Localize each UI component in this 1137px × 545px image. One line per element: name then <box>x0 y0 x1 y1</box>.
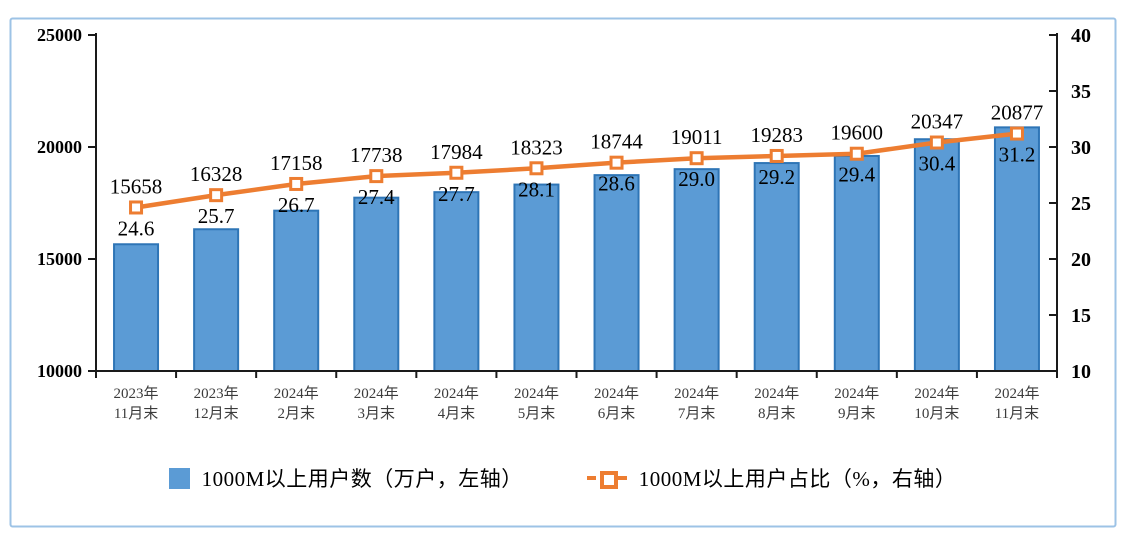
left-axis-tick-label: 20000 <box>37 137 82 157</box>
x-category-label: 2024年 2月末 <box>274 385 319 422</box>
bar-value-label: 17984 <box>430 140 483 164</box>
x-category-label: 2023年 12月末 <box>194 385 239 422</box>
ratio-marker <box>769 148 784 163</box>
bar-value-label: 18744 <box>590 130 643 154</box>
bar <box>273 209 320 372</box>
ratio-value-label: 28.1 <box>518 177 555 201</box>
bar-value-label: 20877 <box>991 101 1044 125</box>
ratio-value-label: 28.6 <box>598 172 635 196</box>
bar <box>833 154 880 372</box>
x-category-label: 2024年 4月末 <box>434 385 479 422</box>
chart-legend: 1000M以上用户数（万户，左轴） 1000M以上用户占比（%，右轴） <box>12 452 1113 504</box>
ratio-value-label: 29.2 <box>758 165 795 189</box>
legend-item-ratio: 1000M以上用户占比（%，右轴） <box>586 463 957 493</box>
bar-value-label: 20347 <box>911 110 964 134</box>
ratio-marker <box>689 151 704 166</box>
right-axis-tick-label: 35 <box>1071 81 1091 103</box>
bar-value-label: 18323 <box>510 135 563 159</box>
bar-value-label: 15658 <box>110 174 163 198</box>
x-category-label: 2024年 6月末 <box>594 385 639 422</box>
right-axis-tick-label: 10 <box>1071 361 1091 383</box>
bar-value-label: 17158 <box>270 151 323 175</box>
ratio-marker <box>929 135 944 150</box>
legend-label-ratio: 1000M以上用户占比（%，右轴） <box>638 467 957 491</box>
right-axis-tick-label: 40 <box>1071 25 1091 47</box>
bar-series-swatch-icon <box>168 467 190 489</box>
ratio-value-label: 29.4 <box>838 163 875 187</box>
ratio-line <box>135 131 1018 210</box>
ratio-marker <box>449 165 464 180</box>
bar <box>353 196 400 372</box>
x-category-label: 2024年 3月末 <box>354 385 399 422</box>
right-axis-tick-label: 15 <box>1071 305 1091 327</box>
line-series-swatch-icon <box>586 470 627 489</box>
x-category-label: 2024年 7月末 <box>674 385 719 422</box>
ratio-marker <box>289 176 304 191</box>
chart-frame-border <box>9 17 1117 528</box>
ratio-value-label: 26.7 <box>278 193 315 217</box>
bar-value-label: 19600 <box>831 121 884 145</box>
bar <box>193 228 240 372</box>
left-axis-tick-label: 10000 <box>37 361 82 381</box>
legend-item-users: 1000M以上用户数（万户，左轴） <box>168 463 523 493</box>
ratio-value-label: 31.2 <box>999 143 1036 167</box>
ratio-marker <box>1009 126 1024 141</box>
ratio-marker <box>209 188 224 203</box>
bar <box>513 183 560 372</box>
bar <box>433 191 480 372</box>
right-axis-tick-label: 30 <box>1071 137 1091 159</box>
x-category-label: 2024年 10月末 <box>914 385 959 422</box>
ratio-value-label: 30.4 <box>919 152 956 176</box>
left-axis-tick-label: 15000 <box>37 249 82 269</box>
ratio-marker <box>369 169 384 184</box>
ratio-marker <box>129 200 144 215</box>
bar <box>913 138 960 372</box>
bar-value-label: 16328 <box>190 162 243 186</box>
ratio-value-label: 29.0 <box>678 167 715 191</box>
ratio-marker <box>529 161 544 176</box>
bar-value-label: 19283 <box>750 123 803 147</box>
bar-value-label: 19011 <box>671 125 723 149</box>
ratio-marker <box>609 155 624 170</box>
legend-label-users: 1000M以上用户数（万户，左轴） <box>201 467 523 491</box>
x-category-label: 2023年 11月末 <box>114 385 159 422</box>
right-axis-tick-label: 25 <box>1071 193 1091 215</box>
bar <box>673 168 720 372</box>
bar <box>993 126 1040 373</box>
bar <box>593 174 640 372</box>
ratio-value-label: 27.4 <box>358 185 395 209</box>
ratio-value-label: 27.7 <box>438 182 475 206</box>
x-category-label: 2024年 11月末 <box>994 385 1039 422</box>
right-axis-tick-label: 20 <box>1071 249 1091 271</box>
x-category-label: 2024年 8月末 <box>754 385 799 422</box>
left-axis-tick-label: 25000 <box>37 25 82 45</box>
x-category-label: 2024年 5月末 <box>514 385 559 422</box>
x-category-label: 2024年 9月末 <box>834 385 879 422</box>
ratio-value-label: 24.6 <box>118 216 155 240</box>
ratio-marker <box>849 146 864 161</box>
bar-value-label: 17738 <box>350 143 403 167</box>
bar <box>753 162 800 372</box>
ratio-value-label: 25.7 <box>198 204 235 228</box>
bar <box>113 243 160 372</box>
